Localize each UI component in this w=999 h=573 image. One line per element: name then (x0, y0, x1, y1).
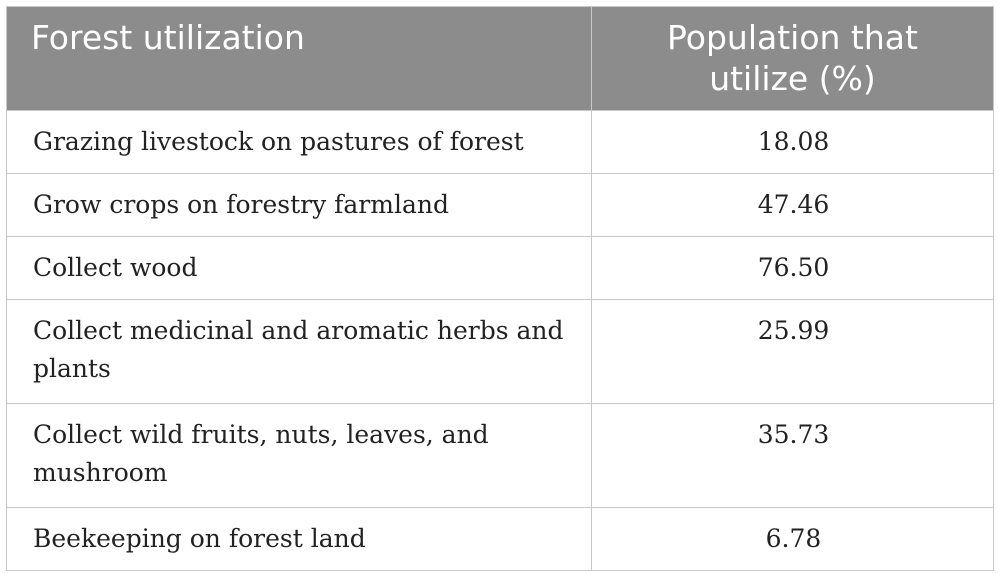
row-label: Collect wild fruits, nuts, leaves, and m… (6, 403, 592, 508)
forest-utilization-table: Forest utilization Population that utili… (6, 6, 994, 571)
column-header-forest-utilization: Forest utilization (6, 6, 592, 111)
table-row: Collect wild fruits, nuts, leaves, and m… (6, 403, 994, 508)
column-header-population: Population that utilize (%) (591, 6, 994, 111)
row-label: Collect medicinal and aromatic herbs and… (6, 299, 592, 404)
row-value: 35.73 (591, 403, 994, 508)
table-row: Beekeeping on forest land 6.78 (6, 507, 994, 571)
row-value: 6.78 (591, 507, 994, 571)
row-value: 76.50 (591, 236, 994, 300)
table-row: Grazing livestock on pastures of forest … (6, 110, 994, 174)
row-label: Grow crops on forestry farmland (6, 173, 592, 237)
forest-utilization-table-container: Forest utilization Population that utili… (6, 6, 994, 571)
table-header-row: Forest utilization Population that utili… (6, 6, 994, 111)
row-label: Collect wood (6, 236, 592, 300)
row-value: 47.46 (591, 173, 994, 237)
row-value: 18.08 (591, 110, 994, 174)
row-label: Beekeeping on forest land (6, 507, 592, 571)
row-value: 25.99 (591, 299, 994, 404)
table-row: Grow crops on forestry farmland 47.46 (6, 173, 994, 237)
row-label: Grazing livestock on pastures of forest (6, 110, 592, 174)
table-row: Collect medicinal and aromatic herbs and… (6, 299, 994, 404)
table-row: Collect wood 76.50 (6, 236, 994, 300)
